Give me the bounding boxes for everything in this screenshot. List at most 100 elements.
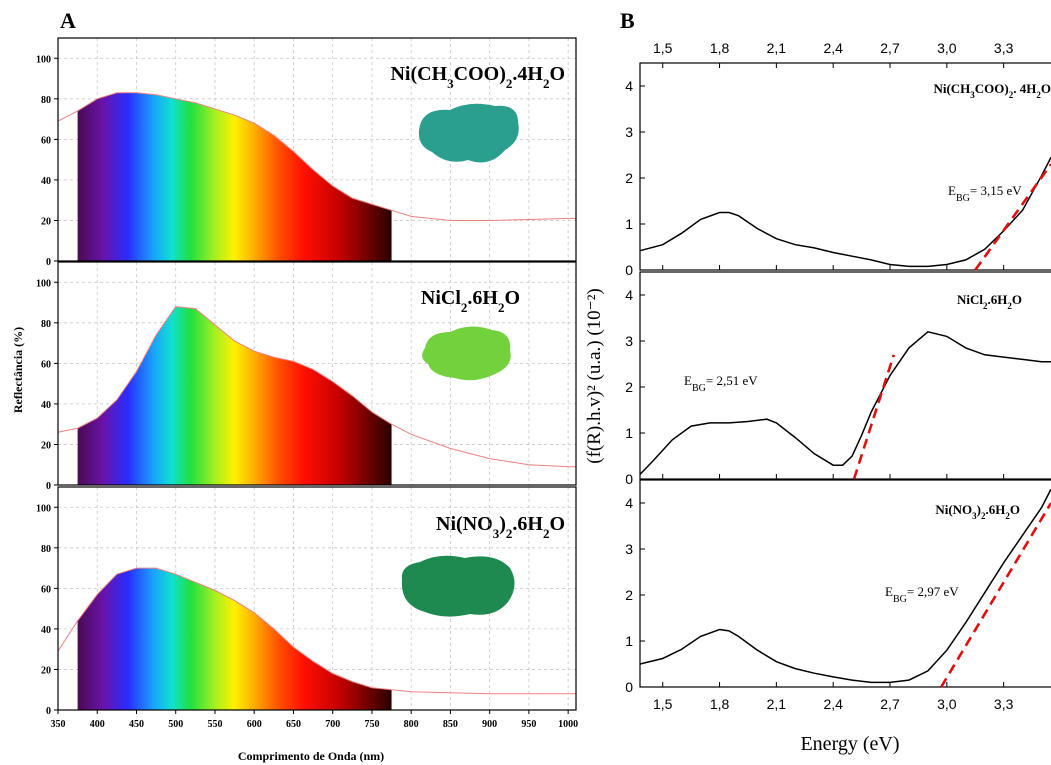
panel-a-plot-1: Ni(CH3COO)2.4H2O 0 20 40 60 80 100 [36,37,577,268]
y-tick-label: 4 [625,495,633,511]
sample-photo-chloride [422,326,511,381]
data-line [639,156,1051,268]
plot-frame [57,261,577,486]
reflectance-line [57,92,576,221]
data-line [639,488,1051,684]
bandgap-fit-line [852,354,896,480]
panel-b-letter: B [620,8,635,33]
x-tick-label: 2,7 [880,696,900,712]
x-tick-label: 400 [90,719,105,730]
spectrum-area [77,92,392,262]
plot-frame [57,37,577,262]
sample-photo-nitrate [401,555,515,617]
panel-a-ylabel: Reflectância (%) [11,327,25,413]
y-tick-label: 4 [625,287,633,303]
y-tick-label: 80 [41,544,51,555]
y-tick-label: 60 [41,584,51,595]
panel-b-plot-2: NiCl2.6H2O 0 1 2 3 4 EBG= 2,51 eV [625,271,1051,487]
panel-b-xlabel: Energy (eV) [800,733,899,755]
x-tick-label: 1000 [558,719,578,730]
plot-frame [639,62,1051,271]
y-tick-label: 4 [625,78,633,94]
x-tick-label: 850 [443,719,458,730]
y-tick-label: 20 [41,665,51,676]
y-tick-label: 1 [625,216,633,232]
panel-b-plot-3-title: Ni(NO3)2.6H2O [935,502,1020,521]
x-tick-label-top: 1,8 [710,40,730,56]
panel-a-plot-3-title: Ni(NO3)2.6H2O [436,513,565,541]
y-tick-label: 80 [41,95,51,106]
bandgap-annotation: EBG= 2,97 eV [885,584,959,605]
y-tick-label: 3 [625,333,633,349]
y-tick-label: 100 [36,503,51,514]
x-tick-label-top: 3,0 [937,40,957,56]
panel-a-plot-3: Ni(NO3)2.6H2O 0 20 40 60 80 100 350 400 450 500 55… [36,486,578,730]
panel-a-xlabel: Comprimento de Onda (nm) [238,749,384,763]
bandgap-fit-line [974,163,1051,271]
y-tick-label: 0 [625,471,633,487]
x-tick-label: 2,1 [767,696,787,712]
panel-a-plot-1-title: Ni(CH3COO)2.4H2O [390,63,565,91]
y-tick-label: 40 [41,400,51,411]
x-tick-label: 600 [247,719,262,730]
y-tick-label: 40 [41,176,51,187]
panel-a-plot-2: NiCl2.6H2O 0 20 40 60 80 100 [36,261,577,492]
x-tick-label: 450 [129,719,144,730]
y-tick-label: 1 [625,633,633,649]
x-tick-label-top: 1,5 [653,40,673,56]
panel-b-plot-3: Ni(NO3)2.6H2O 0 1 2 3 4 EBG= 2,97 eV 1,5 1,8 2,1… [625,479,1051,712]
x-tick-label: 800 [404,719,419,730]
y-tick-label: 0 [625,679,633,695]
x-tick-label: 3,3 [994,696,1014,712]
x-tick-label-top: 3,3 [994,40,1014,56]
x-tick-label: 700 [325,719,340,730]
panel-b-plot-1: Ni(CH3COO)2. 4H2O 0 1 2 3 4 EBG= 3,15 eV 1,5 1,… [625,40,1051,278]
x-tick-label: 950 [521,719,536,730]
plot-frame [57,486,577,711]
x-tick-label-top: 2,4 [823,40,843,56]
y-tick-label: 40 [41,625,51,636]
y-tick-label: 3 [625,541,633,557]
x-tick-label: 1,5 [653,696,673,712]
y-tick-label: 2 [625,379,633,395]
y-tick-label: 60 [41,135,51,146]
reflectance-line [57,567,576,695]
x-tick-label: 900 [482,719,497,730]
y-tick-label: 100 [36,54,51,65]
panel-b-ylabel: (f(R).h.v)² (u.a.) (10⁻²) [584,288,605,463]
x-tick-label: 3,0 [937,696,957,712]
panel-b-plot-1-title: Ni(CH3COO)2. 4H2O [933,81,1051,100]
y-tick-label: 60 [41,359,51,370]
x-tick-label: 1,8 [710,696,730,712]
y-tick-label: 1 [625,425,633,441]
data-line [639,330,1051,475]
x-tick-label-top: 2,7 [880,40,900,56]
x-tick-label: 2,4 [823,696,843,712]
y-tick-label: 100 [36,278,51,289]
y-tick-label: 0 [625,262,633,278]
y-tick-label: 0 [46,481,51,492]
plot-frame [639,479,1051,688]
x-tick-label: 750 [364,719,379,730]
y-tick-label: 3 [625,124,633,140]
bandgap-annotation: EBG= 2,51 eV [684,373,758,394]
bandgap-annotation: EBG= 3,15 eV [948,183,1022,204]
spectrum-area [77,568,392,710]
sample-photo-acetate [418,103,519,163]
y-tick-label: 2 [625,587,633,603]
x-tick-label: 350 [51,719,66,730]
x-tick-label: 650 [286,719,301,730]
y-tick-label: 0 [46,257,51,268]
bandgap-fit-line [940,502,1051,688]
y-tick-label: 2 [625,170,633,186]
y-tick-label: 20 [41,216,51,227]
panel-a-plot-2-title: NiCl2.6H2O [421,287,520,315]
y-tick-label: 20 [41,440,51,451]
panel-a-letter: A [60,8,76,33]
x-tick-label: 500 [168,719,183,730]
panel-b-plot-2-title: NiCl2.6H2O [957,292,1022,311]
x-tick-label: 550 [207,719,222,730]
x-tick-label-top: 2,1 [767,40,787,56]
plot-frame [639,271,1051,480]
